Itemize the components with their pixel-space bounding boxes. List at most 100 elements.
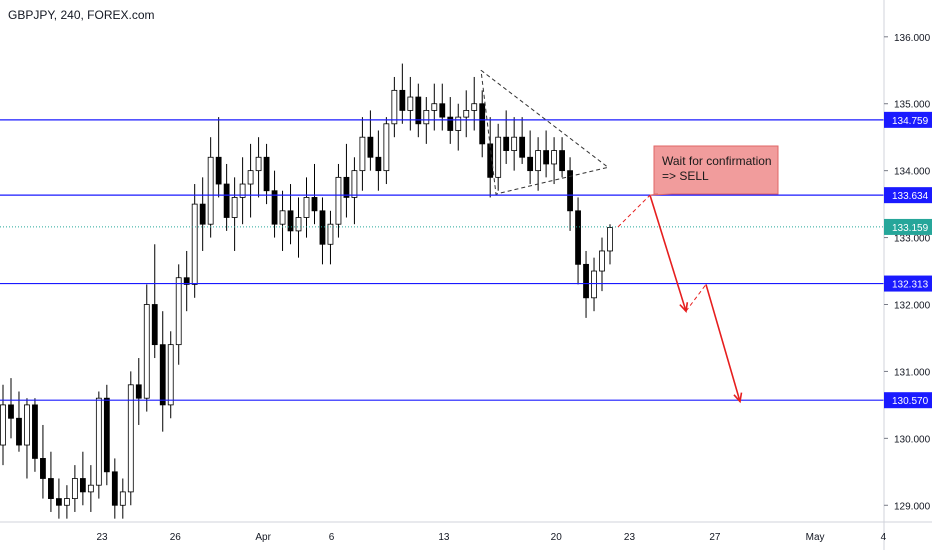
candle-body: [535, 150, 542, 172]
candle-body: [495, 136, 502, 178]
drawings-layer: Wait for confirmation=> SELL: [480, 69, 779, 404]
candle-body: [423, 110, 430, 125]
candle-body: [343, 176, 350, 198]
level-price-tag-bg: [884, 275, 932, 292]
y-tick-label: 129.000: [894, 501, 931, 512]
projection-dashed: [685, 284, 707, 312]
x-tick-label: 27: [709, 532, 721, 543]
candle-body: [247, 170, 254, 185]
candle-body: [415, 96, 422, 125]
x-tick-label: 23: [96, 532, 108, 543]
candle-body: [175, 277, 182, 346]
candle-body: [143, 304, 150, 399]
candle-body: [32, 404, 38, 459]
candle-body: [159, 344, 166, 406]
x-tick-label: 6: [329, 532, 335, 543]
y-tick-label: 131.000: [894, 367, 931, 378]
level-price-tag: 132.313: [892, 280, 929, 291]
candle-body: [527, 156, 534, 172]
projection-arrow: [649, 194, 687, 312]
candle-body: [239, 183, 246, 198]
candle-body: [295, 217, 302, 232]
candle-body: [455, 116, 462, 131]
projection-arrow: [705, 284, 741, 402]
projection-dashed: [617, 194, 651, 228]
level-price-tag-bg: [884, 392, 932, 409]
candle-body: [479, 103, 486, 145]
y-tick-label: 133.000: [894, 234, 931, 245]
x-tick-label: 4: [881, 532, 887, 543]
candle-body: [447, 116, 454, 131]
candle-body: [599, 250, 605, 272]
annotation-callout[interactable]: [649, 145, 779, 196]
arrow-head: [733, 392, 743, 404]
level-price-tag: 134.759: [892, 116, 929, 127]
candle-body: [263, 156, 270, 192]
candle-body: [135, 384, 142, 399]
candle-body: [183, 277, 190, 285]
candle-body: [48, 478, 54, 499]
candle-body: [399, 89, 406, 111]
candle-body: [463, 110, 470, 118]
candle-body: [391, 89, 398, 125]
candle-body: [583, 263, 589, 299]
candle-body: [127, 384, 134, 493]
candle-body: [151, 304, 158, 346]
y-tick-label: 130.000: [894, 434, 931, 445]
candle-body: [71, 478, 78, 499]
candle-body: [56, 498, 62, 506]
candle-body: [8, 404, 14, 419]
x-tick-label: 13: [438, 532, 450, 543]
candle-body: [319, 210, 326, 245]
candle-body: [279, 210, 286, 225]
y-tick-label: 132.000: [894, 301, 931, 312]
candle-body: [519, 136, 526, 158]
candle-body: [431, 103, 438, 111]
current-price-tag-bg: [884, 218, 932, 235]
arrow-head: [679, 302, 689, 313]
candle-body: [559, 150, 565, 172]
candle-body: [16, 417, 22, 446]
level-price-tag-bg: [884, 111, 932, 128]
candle-body: [207, 156, 214, 225]
candle-body: [303, 197, 310, 218]
candle-body: [567, 170, 573, 212]
chart-title: GBPJPY, 240, FOREX.com: [8, 8, 155, 22]
candle-body: [167, 344, 174, 406]
candle-body: [103, 397, 110, 473]
candle-body: [0, 404, 6, 446]
y-tick-label: 135.000: [894, 100, 931, 111]
candle-body: [375, 156, 382, 172]
candle-body: [40, 458, 46, 479]
candle-body: [63, 498, 70, 506]
triangle-pattern[interactable]: [480, 69, 610, 195]
x-tick-label: Apr: [255, 532, 271, 543]
candles-layer: [0, 63, 613, 519]
x-tick-label: May: [806, 532, 825, 543]
candle-body: [359, 136, 366, 172]
annotation-line-2: => SELL: [662, 169, 709, 183]
candle-body: [471, 103, 478, 111]
candle-body: [215, 156, 222, 185]
level-price-tag: 133.634: [892, 191, 929, 202]
level-price-tag: 130.570: [892, 396, 929, 407]
candle-body: [87, 484, 94, 493]
candle-body: [439, 103, 446, 118]
candle-body: [407, 96, 414, 111]
candle-body: [575, 210, 581, 265]
candle-body: [79, 478, 86, 493]
candle-body: [271, 190, 278, 225]
current-price-tag: 133.159: [892, 223, 929, 234]
candle-body: [351, 170, 358, 198]
candle-body: [191, 203, 198, 285]
candle-body: [255, 156, 262, 172]
candle-body: [119, 491, 126, 506]
candle-body: [111, 471, 118, 506]
x-tick-label: 23: [624, 532, 636, 543]
levels-layer: [0, 119, 884, 401]
candle-body: [607, 227, 613, 252]
candle-body: [383, 123, 390, 172]
candle-body: [287, 210, 294, 232]
